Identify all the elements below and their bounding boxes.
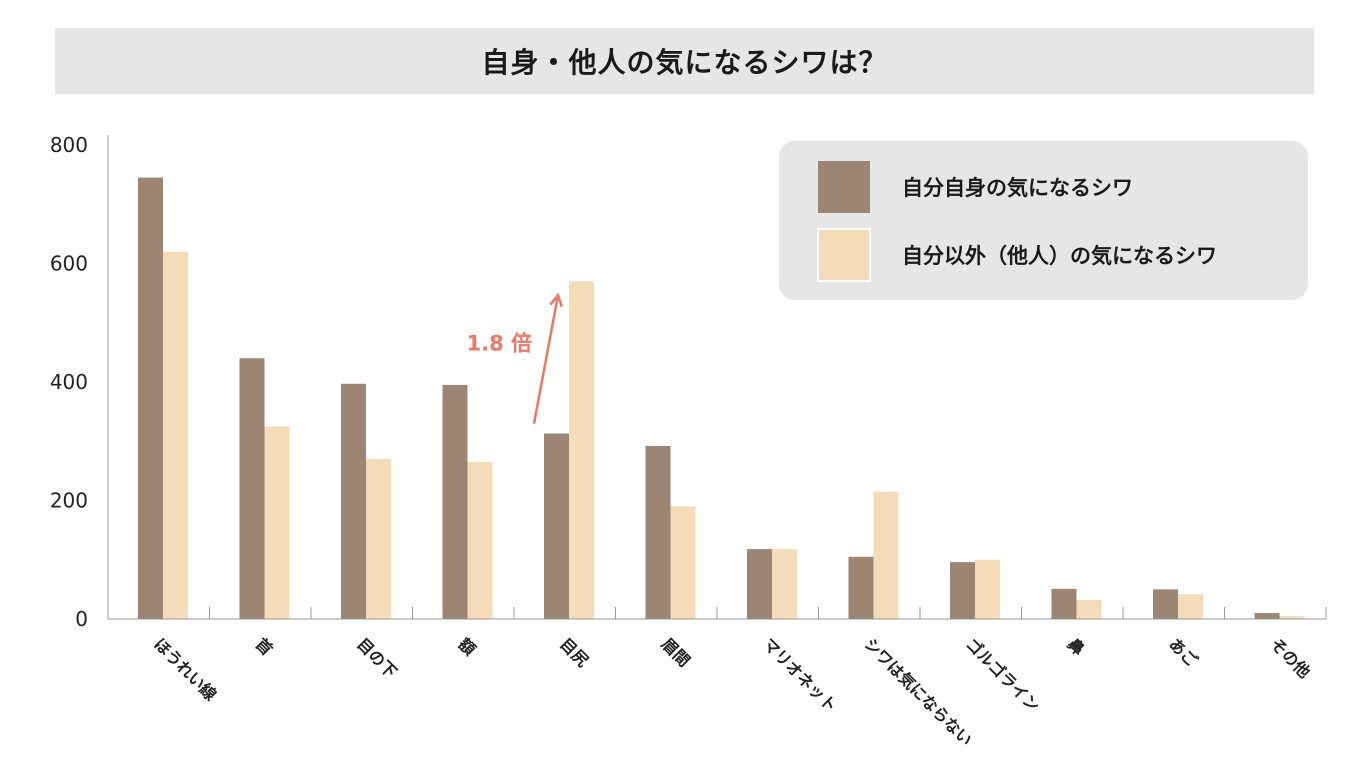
x-tick-label: 首 (252, 634, 277, 659)
bar-self (950, 562, 975, 619)
bar-self (1051, 588, 1077, 619)
bar-other (975, 559, 1000, 619)
bar-self (848, 556, 874, 619)
bar-other (1279, 616, 1305, 619)
legend-label-other: 自分以外（他人）の気になるシワ (902, 244, 1217, 268)
bar-other (366, 459, 391, 619)
bar-other (569, 281, 594, 619)
y-tick-label: 0 (75, 607, 88, 631)
y-tick-label: 400 (50, 370, 88, 394)
annotation-arrow (532, 295, 560, 424)
x-tick-label: シワは気にならない (861, 634, 976, 749)
x-tick-label: ゴルゴライン (962, 634, 1043, 715)
x-tick-label: その他 (1267, 634, 1314, 681)
chart-title: 自身・他人の気になるシワは？ (481, 46, 888, 79)
bar-self (544, 433, 569, 619)
bar-self (442, 384, 468, 619)
legend-box (779, 141, 1308, 300)
bars (138, 177, 1305, 619)
bar-self (1254, 613, 1280, 619)
y-tick-label: 800 (50, 133, 88, 157)
annotation: 1.8 倍 (466, 292, 563, 424)
legend-swatch-self (818, 161, 870, 213)
x-tick-label: あご (1165, 634, 1201, 670)
y-axis-ticks: 0 200 400 600 800 (50, 133, 88, 631)
annotation-label: 1.8 倍 (466, 332, 532, 356)
x-axis-labels: ほうれい線 首 目の下 額 目尻 眉間 マリオネット シワは気にならないゴルゴライン鼻 あご その… (150, 634, 1314, 750)
bar-other (264, 426, 290, 619)
bar-other (163, 251, 188, 619)
x-tick-label: ほうれい線 (150, 634, 220, 704)
x-tick-label: 眉間 (658, 634, 694, 670)
bar-other (1076, 600, 1102, 619)
y-tick-label: 600 (50, 252, 88, 276)
annotation-arrowhead (549, 292, 563, 308)
y-tick-label: 200 (50, 489, 88, 513)
axes (107, 135, 1327, 620)
x-tick-label: 額 (454, 634, 479, 659)
x-tick-label: 鼻 (1064, 634, 1089, 659)
bar-self (645, 445, 671, 619)
bar-other (670, 506, 696, 619)
bar-self (747, 549, 772, 619)
bar-self (239, 358, 265, 619)
bar-self (1153, 589, 1178, 619)
chart-title-bar: 自身・他人の気になるシワは？ (55, 28, 1314, 94)
bar-other (873, 491, 899, 619)
legend-label-self: 自分自身の気になるシワ (902, 176, 1133, 200)
legend-swatch-other (817, 228, 871, 282)
bar-self (341, 383, 366, 619)
bar-other (1178, 594, 1203, 619)
bar-other (467, 461, 493, 619)
x-tick-label: 目尻 (556, 634, 592, 670)
bar-self (138, 177, 163, 619)
x-tick-label: マリオネット (759, 634, 840, 715)
bar-other (772, 549, 797, 619)
x-tick-label: 目の下 (353, 634, 400, 681)
